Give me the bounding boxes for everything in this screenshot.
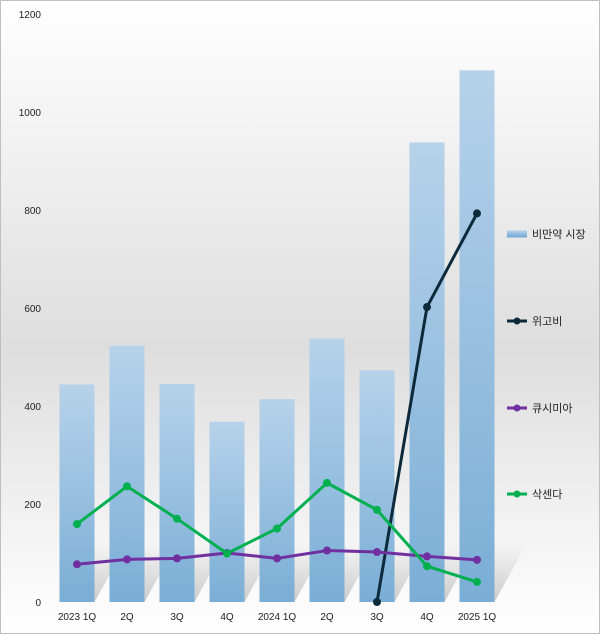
legend-label: 삭센다 bbox=[532, 488, 562, 501]
legend-marker bbox=[513, 404, 521, 412]
legend-marker bbox=[513, 490, 521, 498]
x-tick-label: 4Q bbox=[420, 612, 434, 623]
data-point bbox=[173, 554, 181, 563]
bar bbox=[359, 370, 395, 602]
data-point bbox=[323, 546, 331, 555]
data-point bbox=[373, 548, 381, 557]
y-tick-label: 200 bbox=[24, 500, 41, 511]
x-tick-label: 3Q bbox=[370, 612, 384, 623]
x-tick-label: 2Q bbox=[320, 612, 334, 623]
x-tick-label: 2023 1Q bbox=[58, 612, 97, 623]
bar bbox=[109, 345, 145, 602]
data-point bbox=[273, 524, 281, 533]
bar bbox=[159, 383, 195, 602]
data-point bbox=[173, 514, 181, 523]
x-tick-label: 2025 1Q bbox=[458, 612, 497, 623]
y-axis-ticks: 0 200 400 600 800 1000 1200 bbox=[19, 10, 42, 609]
legend-label: 위고비 bbox=[532, 315, 562, 328]
data-point bbox=[373, 598, 381, 606]
data-point bbox=[273, 554, 281, 563]
data-point bbox=[73, 560, 81, 569]
x-tick-label: 2024 1Q bbox=[258, 612, 297, 623]
legend-swatch-bar bbox=[507, 230, 527, 238]
data-point bbox=[373, 505, 381, 514]
data-point bbox=[423, 562, 431, 571]
data-point bbox=[223, 549, 231, 558]
bar bbox=[259, 399, 295, 602]
y-tick-label: 400 bbox=[24, 402, 41, 413]
legend-label: 큐시미아 bbox=[532, 402, 572, 415]
bar bbox=[59, 384, 95, 602]
y-tick-label: 600 bbox=[24, 304, 41, 315]
series-lines bbox=[73, 209, 481, 606]
bar bbox=[309, 338, 345, 602]
x-tick-label: 2Q bbox=[120, 612, 134, 623]
x-tick-label: 4Q bbox=[220, 612, 234, 623]
x-tick-label: 3Q bbox=[170, 612, 184, 623]
data-point bbox=[473, 555, 481, 564]
y-tick-label: 800 bbox=[24, 206, 41, 217]
bar bbox=[459, 70, 495, 603]
legend-label: 비만약 시장 bbox=[532, 227, 586, 241]
bars bbox=[59, 70, 495, 603]
data-point bbox=[473, 209, 481, 218]
y-tick-label: 1000 bbox=[19, 108, 42, 119]
y-tick-label: 0 bbox=[35, 598, 41, 609]
legend-marker bbox=[513, 317, 521, 325]
data-point bbox=[323, 478, 331, 487]
data-point bbox=[123, 555, 131, 564]
data-point bbox=[423, 552, 431, 561]
bar bbox=[209, 421, 245, 602]
data-point bbox=[73, 520, 81, 529]
y-tick-label: 1200 bbox=[19, 10, 42, 21]
data-point bbox=[473, 577, 481, 586]
x-axis-ticks: 2023 1Q 2Q 3Q 4Q 2024 1Q 2Q 3Q 4Q 2025 1Q bbox=[58, 612, 497, 623]
data-point bbox=[423, 303, 431, 312]
data-point bbox=[123, 482, 131, 491]
